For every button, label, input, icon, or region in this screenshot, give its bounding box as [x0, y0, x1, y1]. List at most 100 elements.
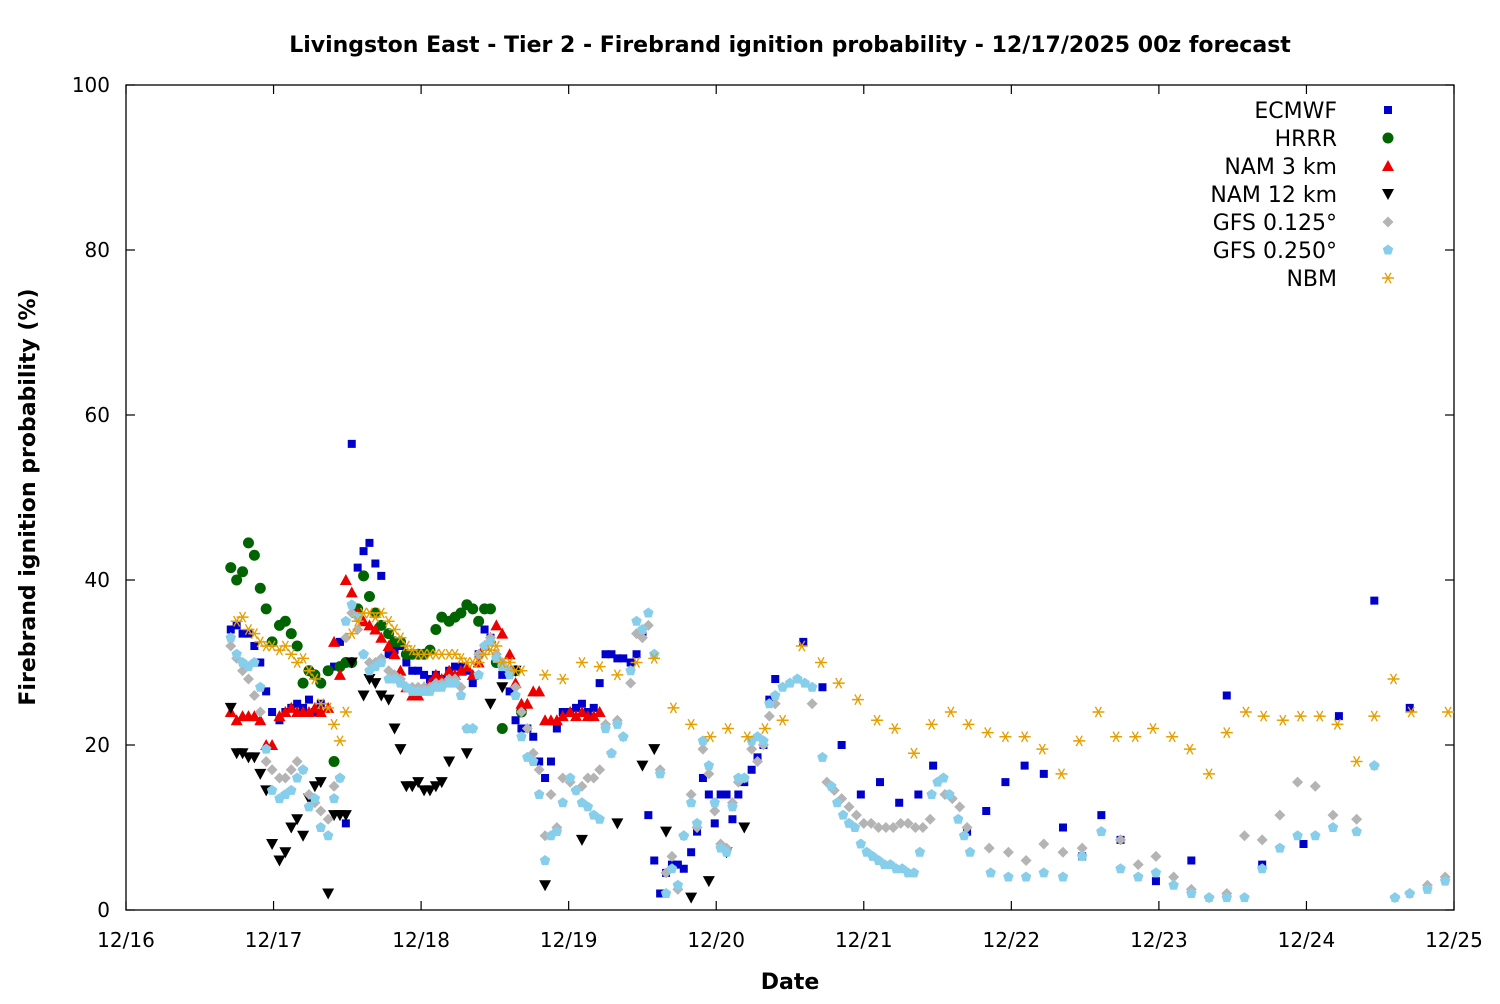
series-ecmwf — [226, 439, 1414, 898]
data-point — [865, 817, 877, 829]
data-point — [345, 586, 358, 598]
data-point — [347, 439, 356, 448]
data-point — [279, 615, 291, 627]
data-point — [709, 805, 721, 817]
data-point — [607, 650, 616, 659]
data-point — [837, 741, 846, 749]
data-point — [314, 777, 327, 789]
data-point — [1256, 863, 1268, 874]
data-point — [328, 635, 341, 647]
data-point — [375, 607, 388, 619]
data-point — [1274, 842, 1286, 853]
data-point — [982, 807, 991, 815]
data-point — [594, 813, 605, 824]
data-point — [335, 637, 344, 646]
data-point — [1327, 822, 1339, 832]
data-point — [371, 559, 380, 568]
data-point — [593, 706, 606, 717]
data-point — [1369, 760, 1380, 771]
legend-label: NAM 3 km — [1224, 155, 1337, 180]
data-point — [938, 772, 949, 783]
data-point — [564, 706, 577, 717]
data-point — [1276, 714, 1289, 726]
data-point — [895, 817, 907, 829]
data-point — [1151, 877, 1160, 886]
data-point — [1274, 809, 1286, 821]
data-point — [429, 668, 442, 680]
data-point — [871, 714, 884, 726]
data-point — [279, 640, 292, 652]
data-point — [388, 723, 401, 735]
data-point — [1310, 830, 1321, 841]
data-point — [741, 731, 754, 743]
x-tick-label: 12/21 — [835, 928, 893, 952]
data-point — [328, 793, 340, 804]
data-point — [359, 547, 368, 556]
data-point — [351, 615, 364, 627]
data-point — [472, 656, 485, 669]
data-point — [722, 790, 731, 799]
data-point — [856, 790, 865, 799]
data-point — [314, 706, 327, 717]
data-point — [1150, 850, 1162, 862]
data-point — [851, 694, 864, 706]
data-point — [365, 538, 374, 547]
data-point — [1055, 768, 1068, 780]
data-point — [826, 780, 837, 791]
data-point — [999, 731, 1012, 743]
data-point — [497, 661, 508, 672]
data-point — [588, 772, 600, 784]
data-point — [600, 723, 611, 733]
data-point — [340, 632, 352, 644]
data-point — [806, 698, 818, 710]
x-axis-title: Date — [761, 970, 820, 995]
data-point — [273, 772, 285, 784]
data-point — [944, 706, 957, 718]
data-point — [1239, 892, 1250, 903]
data-point — [704, 731, 717, 743]
data-point — [1222, 691, 1231, 700]
data-point — [225, 632, 236, 643]
data-point — [908, 867, 920, 878]
data-point — [792, 673, 803, 684]
data-point — [285, 701, 298, 713]
x-tick-label: 12/23 — [1130, 928, 1188, 952]
data-point — [625, 677, 637, 689]
data-point — [611, 669, 624, 681]
data-point — [248, 628, 261, 640]
data-point — [589, 703, 598, 712]
data-point — [490, 619, 503, 631]
x-tick-label: 12/20 — [687, 928, 745, 952]
data-point — [279, 772, 291, 784]
data-point — [709, 797, 720, 808]
data-point — [817, 751, 828, 762]
legend-label: ECMWF — [1254, 99, 1337, 124]
data-point — [613, 654, 622, 663]
data-point — [254, 714, 267, 726]
data-point — [685, 718, 698, 730]
data-point — [876, 778, 885, 787]
data-point — [954, 801, 966, 813]
data-point — [334, 772, 346, 783]
data-point — [455, 607, 467, 619]
data-point — [582, 772, 594, 784]
data-point — [322, 702, 335, 714]
data-point — [533, 685, 546, 697]
data-point — [394, 636, 406, 648]
data-point — [546, 757, 555, 766]
data-point — [468, 679, 477, 688]
data-point — [254, 768, 267, 780]
data-point — [763, 710, 775, 722]
data-point — [352, 611, 363, 622]
data-point — [612, 718, 623, 729]
data-point — [517, 724, 526, 733]
data-point — [1057, 871, 1069, 882]
data-point — [636, 632, 648, 644]
data-point — [582, 801, 594, 812]
data-point — [230, 714, 243, 726]
data-point — [1368, 710, 1381, 722]
data-point — [1110, 731, 1123, 743]
data-point — [758, 735, 769, 746]
data-point — [369, 678, 382, 690]
